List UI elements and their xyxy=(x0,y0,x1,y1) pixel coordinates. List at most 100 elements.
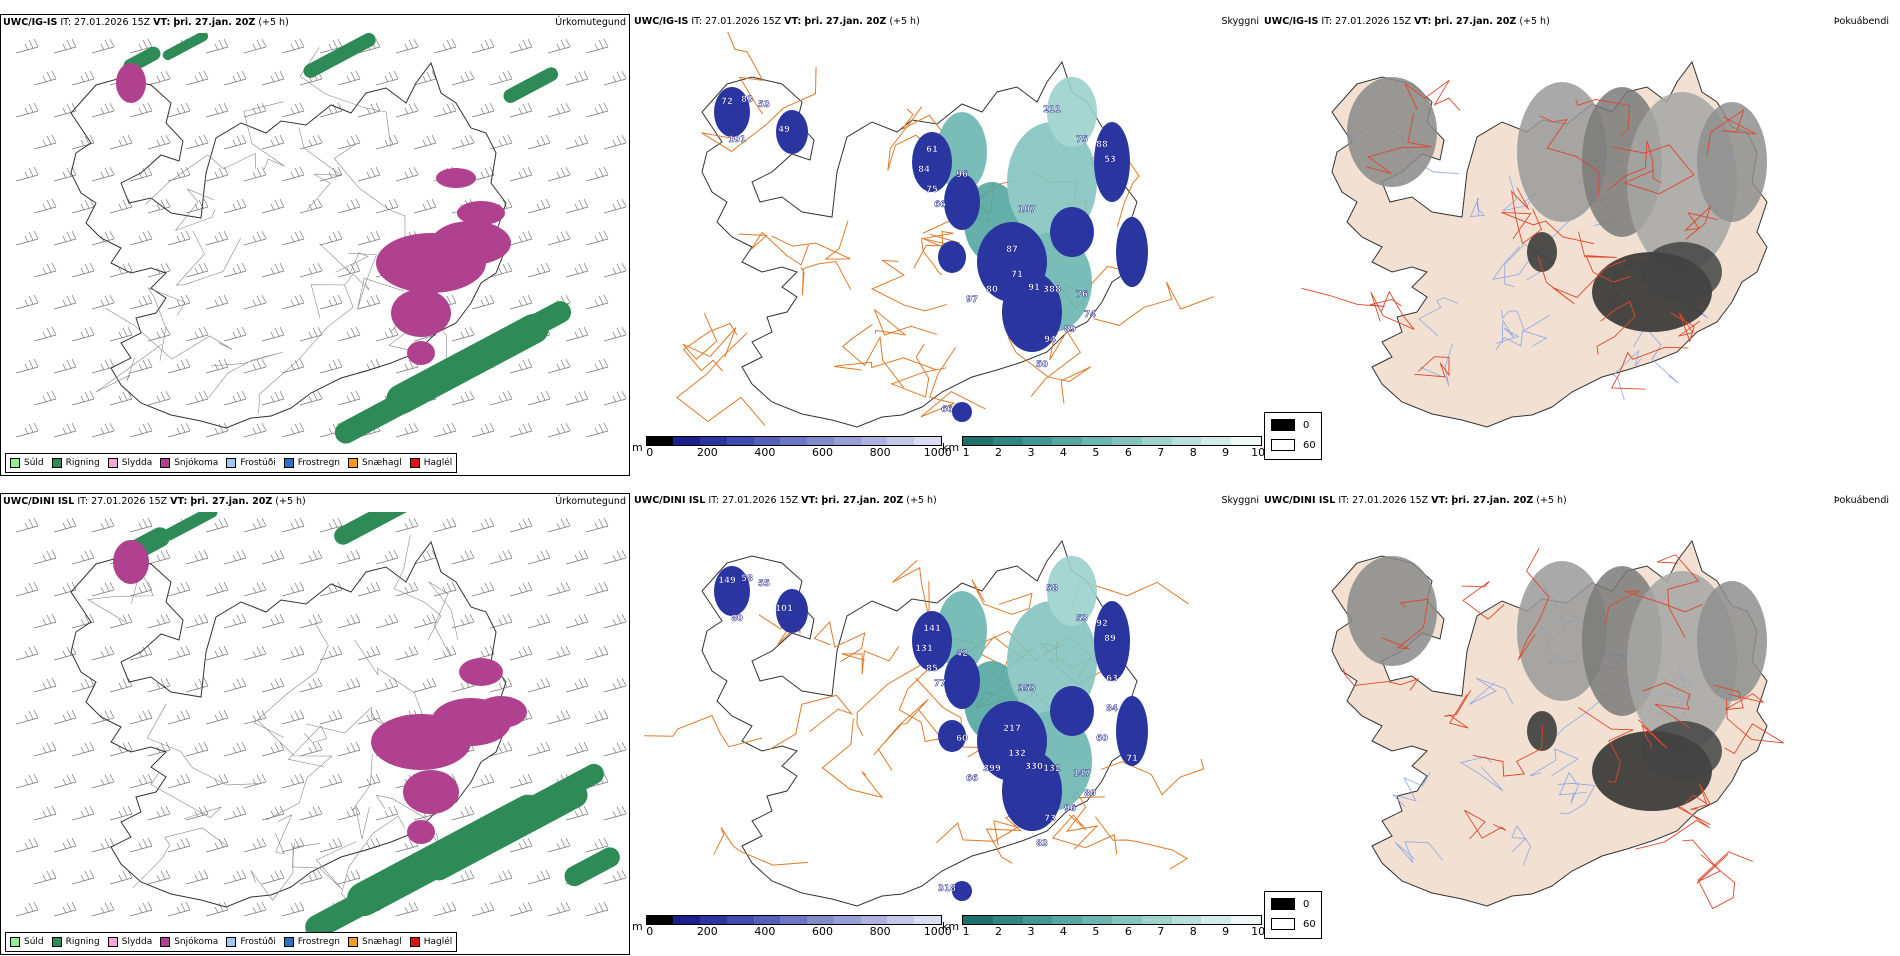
colorbar-tick: 8 xyxy=(1189,925,1197,938)
legend-item: Snjókoma xyxy=(160,937,218,947)
header-offset: (+5 h) xyxy=(906,495,937,506)
ceiling-label: 71 xyxy=(1126,754,1138,764)
visibility-colorbar-bottom: km 1 2 3 4 5 6 7 8 9 10 xyxy=(942,915,1265,939)
colorbar-cell xyxy=(726,437,754,445)
legend-label: Frostúði xyxy=(240,937,276,947)
map-canvas: 72 83 53 101 49 61 84 75 66 96 211 75 88 53 107 87 71 80 9… xyxy=(676,32,1214,428)
colorbar-tick: 5 xyxy=(1092,925,1100,938)
legend-swatch xyxy=(10,937,20,947)
ceiling-colorbar-top: m 0 200 400 600 800 1000 xyxy=(632,436,952,460)
ceiling-label: 73 xyxy=(1044,814,1056,824)
header-vt-value: þri. 27.jan. 20Z xyxy=(190,496,273,507)
fog-indicator-map-ig: UWC/IG-IS IT: 27.01.2026 15Z VT: þri. 27… xyxy=(1262,14,1892,476)
colorbar-cell xyxy=(963,437,993,445)
roads xyxy=(1301,79,1757,390)
colorbar-tick: 3 xyxy=(1027,446,1035,459)
colorbar-cell xyxy=(807,437,834,445)
colorbar-cell xyxy=(780,916,808,924)
field-name: Úrkomutegund xyxy=(555,17,626,28)
legend-item: Frostregn xyxy=(283,937,340,947)
colorbar-cell xyxy=(753,437,781,445)
colorbar-tick: 1000 xyxy=(923,925,952,938)
legend-item: Snæhagl xyxy=(348,458,402,468)
colorbar-tick: 200 xyxy=(696,446,718,459)
fog-legend-label: 60 xyxy=(1303,918,1316,930)
ceiling-label: 66 xyxy=(934,200,946,210)
header-offset: (+5 h) xyxy=(275,496,306,507)
colorbar-tick: 4 xyxy=(1059,446,1067,459)
colorbar-tick: 1 xyxy=(962,446,970,459)
ceiling-label: 60 xyxy=(1096,734,1108,744)
ceiling-labels: 149 58 55 80 101 141 131 85 77 42 58 53 92 89 353 217 13… xyxy=(718,574,1138,895)
colorbar-tick: 10 xyxy=(1251,446,1266,459)
colorbar-unit: m xyxy=(632,441,643,454)
colorbar-tick: 400 xyxy=(754,446,776,459)
legend-item: Frostregn xyxy=(283,458,340,468)
ceiling-label: 388 xyxy=(1043,285,1061,295)
precip-type-legend: Súld Rigning Slydda Snjókoma Frostúði Frostre… xyxy=(5,453,458,473)
rain-areas xyxy=(114,512,620,939)
precip-type-map-ig: UWC/IG-IS IT: 27.01.2026 15Z VT: þri. 27… xyxy=(0,14,630,476)
ceiling-label: 83 xyxy=(1036,839,1048,849)
legend-item: Haglél xyxy=(409,937,453,947)
colorbar-cell xyxy=(646,437,674,445)
colorbar-cell xyxy=(1201,437,1232,445)
header-vt-label: VT: xyxy=(170,496,188,507)
fog-legend-item: 60 xyxy=(1271,918,1316,930)
ceiling-label: 53 xyxy=(1104,155,1116,165)
ceiling-label: 96 xyxy=(1064,804,1076,814)
colorbar-cell xyxy=(673,437,701,445)
ceiling-label: 85 xyxy=(926,664,938,674)
colorbar-cell xyxy=(1052,916,1083,924)
fog-legend-swatch xyxy=(1271,419,1295,431)
ceiling-label: 101 xyxy=(775,604,793,614)
map-canvas: 149 58 55 80 101 141 131 85 77 42 58 53 92 89 353 217 13… xyxy=(644,539,1205,907)
visibility-colorbar-top: km 1 2 3 4 5 6 7 8 9 10 xyxy=(942,436,1266,460)
colorbar-tick: 9 xyxy=(1222,925,1230,938)
snow-areas xyxy=(113,540,527,844)
colorbar-cell xyxy=(753,916,781,924)
roads xyxy=(1343,548,1785,910)
colorbar-cell xyxy=(780,437,808,445)
legend-label: Snæhagl xyxy=(362,458,402,468)
colorbar-cell xyxy=(887,437,915,445)
colorbar-cell xyxy=(992,437,1023,445)
header-it-label: IT: xyxy=(60,17,72,28)
ceiling-label: 107 xyxy=(1018,205,1036,215)
header-it-value: 27.01.2026 15Z xyxy=(74,17,151,28)
legend-label: Rigning xyxy=(65,458,100,468)
legend-label: Haglél xyxy=(423,937,453,947)
legend-swatch xyxy=(160,458,171,468)
legend-item: Frostúði xyxy=(226,458,276,468)
header-it-label: IT: xyxy=(691,16,703,27)
ceiling-label: 101 xyxy=(728,135,746,145)
header-it-label: IT: xyxy=(77,496,89,507)
legend-label: Súld xyxy=(24,458,44,468)
colorbar-cell xyxy=(726,916,754,924)
visibility-map-ig: 72 83 53 101 49 61 84 75 66 96 211 75 88 53 107 87 71 80 9… xyxy=(632,14,1262,476)
legend-swatch xyxy=(283,458,294,468)
header-vt-label: VT: xyxy=(153,17,171,28)
header-vt-label: VT: xyxy=(1414,16,1432,27)
colorbar-tick: 9 xyxy=(1222,446,1230,459)
colorbar-cell xyxy=(1052,437,1083,445)
field-name: Úrkomutegund xyxy=(555,496,626,507)
colorbar-cell xyxy=(1082,437,1113,445)
ceiling-label: 91 xyxy=(1028,283,1040,293)
ceiling-label: 211 xyxy=(1043,105,1061,115)
colorbar-cells xyxy=(645,436,942,446)
ceiling-label: 147 xyxy=(1073,769,1091,779)
header-it-value: 27.01.2026 15Z xyxy=(705,16,782,27)
colorbar-tick: 8 xyxy=(1189,446,1197,459)
map-canvas xyxy=(1331,539,1785,910)
ceiling-label: 55 xyxy=(758,579,770,589)
ceiling-label: 330 xyxy=(1025,762,1043,772)
colorbar-cell xyxy=(1231,437,1262,445)
colorbar-tick: 7 xyxy=(1157,925,1165,938)
legend-label: Snjókoma xyxy=(174,937,219,947)
panel-header: UWC/DINI ISL IT: 27.01.2026 15Z VT: þri.… xyxy=(3,496,306,507)
map-canvas xyxy=(15,33,627,444)
colorbar-cell xyxy=(700,437,727,445)
rain-areas xyxy=(123,33,572,444)
ceiling-label: 53 xyxy=(1076,614,1088,624)
